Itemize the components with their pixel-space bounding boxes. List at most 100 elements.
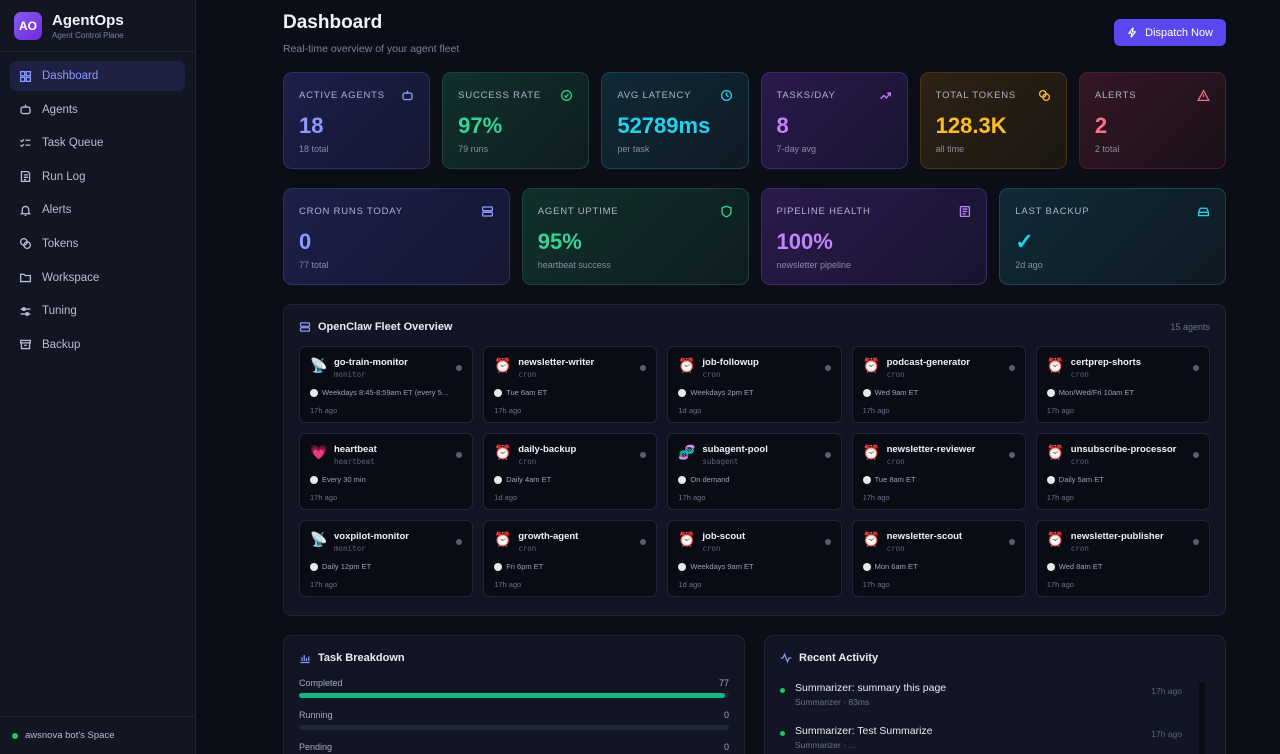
bot-icon	[401, 89, 414, 102]
activity-sub: Summarizer · 83ms	[795, 697, 870, 707]
task-bar-count: 77	[718, 678, 729, 688]
warning-icon	[1197, 89, 1210, 102]
agent-status-dot	[640, 365, 647, 371]
stat-card-cron-runs[interactable]: CRON RUNS TODAY 0 77 total	[283, 188, 510, 285]
stat-label: TOTAL TOKENS	[935, 90, 1017, 101]
brand[interactable]: AO AgentOps Agent Control Plane	[0, 0, 195, 52]
agent-card-daily-backup[interactable]: ⏰ daily-backup cron Daily 4am ET 1d ago	[483, 433, 658, 510]
agents-grid: 📡 go-train-monitor monitor Weekdays 8:45-8:…	[299, 346, 1210, 597]
clock-icon	[678, 475, 687, 484]
stat-sub: 2d ago	[1015, 260, 1043, 270]
agent-schedule-text: On demand	[690, 475, 730, 484]
stat-card-tasks-per-day[interactable]: TASKS/DAY 8 7-day avg	[760, 72, 908, 169]
task-breakdown-bars: Completed 77 Running 0 Pending 0	[299, 678, 729, 754]
activity-status-dot	[780, 731, 785, 736]
sidebar-item-dashboard[interactable]: Dashboard	[10, 61, 185, 91]
log-icon	[19, 170, 33, 183]
activity-item[interactable]: Summarizer: Test Summarize Summarizer · .…	[780, 725, 1210, 750]
recent-activity-title: Recent Activity	[780, 652, 1210, 664]
stat-card-alerts[interactable]: ALERTS 2 2 total	[1078, 72, 1226, 169]
stat-card-success-rate[interactable]: SUCCESS RATE 97% 79 runs	[442, 72, 590, 169]
task-breakdown-title-text: Task Breakdown	[318, 652, 405, 664]
stat-value: 100%	[776, 229, 833, 254]
agent-card-newsletter-writer[interactable]: ⏰ newsletter-writer cron Tue 6am ET 17h ago	[483, 346, 658, 423]
clock-icon	[862, 388, 871, 397]
stat-card-total-tokens[interactable]: TOTAL TOKENS 128.3K all time	[919, 72, 1067, 169]
agent-card-certprep-shorts[interactable]: ⏰ certprep-shorts cron Mon/Wed/Fri 10am ET 1…	[1035, 346, 1210, 423]
stat-sub: newsletter pipeline	[776, 260, 852, 270]
agent-schedule-text: Weekdays 8:45-8:59am ET (every 5...	[322, 388, 449, 397]
agent-schedule-text: Every 30 min	[322, 475, 366, 484]
agent-card-subagent-pool[interactable]: 🧬 subagent-pool subagent On demand 17h ago	[667, 433, 842, 510]
sliders-icon	[19, 305, 33, 318]
stat-value: 95%	[537, 229, 582, 254]
agent-name: job-scout	[702, 531, 746, 542]
activity-item[interactable]: Summarizer: summary this page Summarizer …	[780, 682, 1210, 707]
agent-card-podcast-generator[interactable]: ⏰ podcast-generator cron Wed 9am ET 17h ago	[851, 346, 1026, 423]
agent-card-unsubscribe-processor[interactable]: ⏰ unsubscribe-processor cron Daily 5am ET 17…	[1035, 433, 1210, 510]
sidebar-item-agents[interactable]: Agents	[10, 95, 185, 125]
agent-card-go-train-monitor[interactable]: 📡 go-train-monitor monitor Weekdays 8:45-8:…	[299, 346, 474, 423]
stat-label: ACTIVE AGENTS	[299, 90, 385, 101]
stat-card-active-agents[interactable]: ACTIVE AGENTS 18 18 total	[283, 72, 431, 169]
task-breakdown-title: Task Breakdown	[299, 652, 729, 664]
agent-last-run: 17h ago	[862, 406, 890, 415]
agent-schedule: Weekdays 2pm ET	[678, 388, 830, 397]
agent-schedule-text: Daily 12pm ET	[322, 562, 372, 571]
agent-last-run: 17h ago	[678, 493, 706, 502]
agent-status-dot	[456, 452, 463, 458]
agent-name: newsletter-scout	[886, 531, 963, 542]
stat-sub: 79 runs	[458, 144, 489, 154]
dispatch-now-button[interactable]: Dispatch Now	[1114, 19, 1226, 46]
agent-type-icon: ⏰	[678, 357, 696, 373]
agent-status-dot	[1008, 365, 1015, 371]
sidebar-item-tuning[interactable]: Tuning	[10, 296, 185, 326]
stat-card-pipeline-health[interactable]: PIPELINE HEALTH 100% newsletter pipeline	[760, 188, 988, 285]
sidebar-item-backup[interactable]: Backup	[10, 330, 185, 360]
workspace-switcher[interactable]: awsnova bot's Space	[0, 716, 195, 754]
sidebar-item-task-queue[interactable]: Task Queue	[10, 128, 185, 158]
shield-icon	[720, 205, 733, 218]
activity-time: 17h ago	[1151, 729, 1182, 739]
activity-time: 17h ago	[1151, 686, 1182, 696]
agent-schedule: Tue 6am ET	[494, 388, 646, 397]
clock-icon	[1046, 475, 1055, 484]
sidebar-item-tokens[interactable]: Tokens	[10, 229, 185, 259]
agent-type-icon: ⏰	[494, 531, 512, 547]
agent-type: subagent	[702, 457, 739, 466]
agent-card-job-scout[interactable]: ⏰ job-scout cron Weekdays 9am ET 1d ago	[667, 520, 842, 597]
agent-schedule: Daily 4am ET	[494, 475, 646, 484]
stat-value: 97%	[458, 113, 503, 138]
agent-card-voxpilot-monitor[interactable]: 📡 voxpilot-monitor monitor Daily 12pm ET 17h…	[299, 520, 474, 597]
agent-status-dot	[456, 365, 463, 371]
agent-schedule-text: Fri 6pm ET	[506, 562, 544, 571]
stat-label: ALERTS	[1094, 90, 1137, 101]
dispatch-label: Dispatch Now	[1145, 26, 1213, 39]
agent-status-dot	[456, 539, 463, 545]
sidebar-item-run-log[interactable]: Run Log	[10, 162, 185, 192]
stat-value: 0	[299, 229, 312, 254]
agent-last-run: 17h ago	[1046, 580, 1074, 589]
agent-status-dot	[824, 365, 831, 371]
agent-card-growth-agent[interactable]: ⏰ growth-agent cron Fri 6pm ET 17h ago	[483, 520, 658, 597]
coins-icon	[1038, 89, 1051, 102]
agent-card-newsletter-scout[interactable]: ⏰ newsletter-scout cron Mon 6am ET 17h ago	[851, 520, 1026, 597]
agent-card-heartbeat[interactable]: 💗 heartbeat heartbeat Every 30 min 17h ago	[299, 433, 474, 510]
agent-schedule: Tue 8am ET	[862, 475, 1015, 484]
stat-card-avg-latency[interactable]: AVG LATENCY 52789ms per task	[601, 72, 749, 169]
agent-card-job-followup[interactable]: ⏰ job-followup cron Weekdays 2pm ET 1d ago	[667, 346, 842, 423]
stat-card-last-backup[interactable]: LAST BACKUP ✓ 2d ago	[999, 188, 1226, 285]
agent-schedule-text: Daily 4am ET	[506, 475, 552, 484]
activity-scrollbar[interactable]	[1199, 682, 1205, 754]
agent-card-newsletter-reviewer[interactable]: ⏰ newsletter-reviewer cron Tue 8am ET 17h ag…	[851, 433, 1026, 510]
sidebar-nav: Dashboard Agents Task Queue Run Log Aler…	[0, 52, 195, 372]
stat-sub: 7-day avg	[776, 144, 817, 154]
agent-card-newsletter-publisher[interactable]: ⏰ newsletter-publisher cron Wed 8am ET 17h a…	[1035, 520, 1210, 597]
sidebar-item-alerts[interactable]: Alerts	[10, 195, 185, 225]
clock-icon	[494, 475, 503, 484]
stat-card-agent-uptime[interactable]: AGENT UPTIME 95% heartbeat success	[521, 188, 749, 285]
sidebar-item-workspace[interactable]: Workspace	[10, 263, 185, 293]
agent-type: cron	[1070, 457, 1089, 466]
agent-type: cron	[886, 544, 905, 553]
agent-status-dot	[1008, 452, 1015, 458]
